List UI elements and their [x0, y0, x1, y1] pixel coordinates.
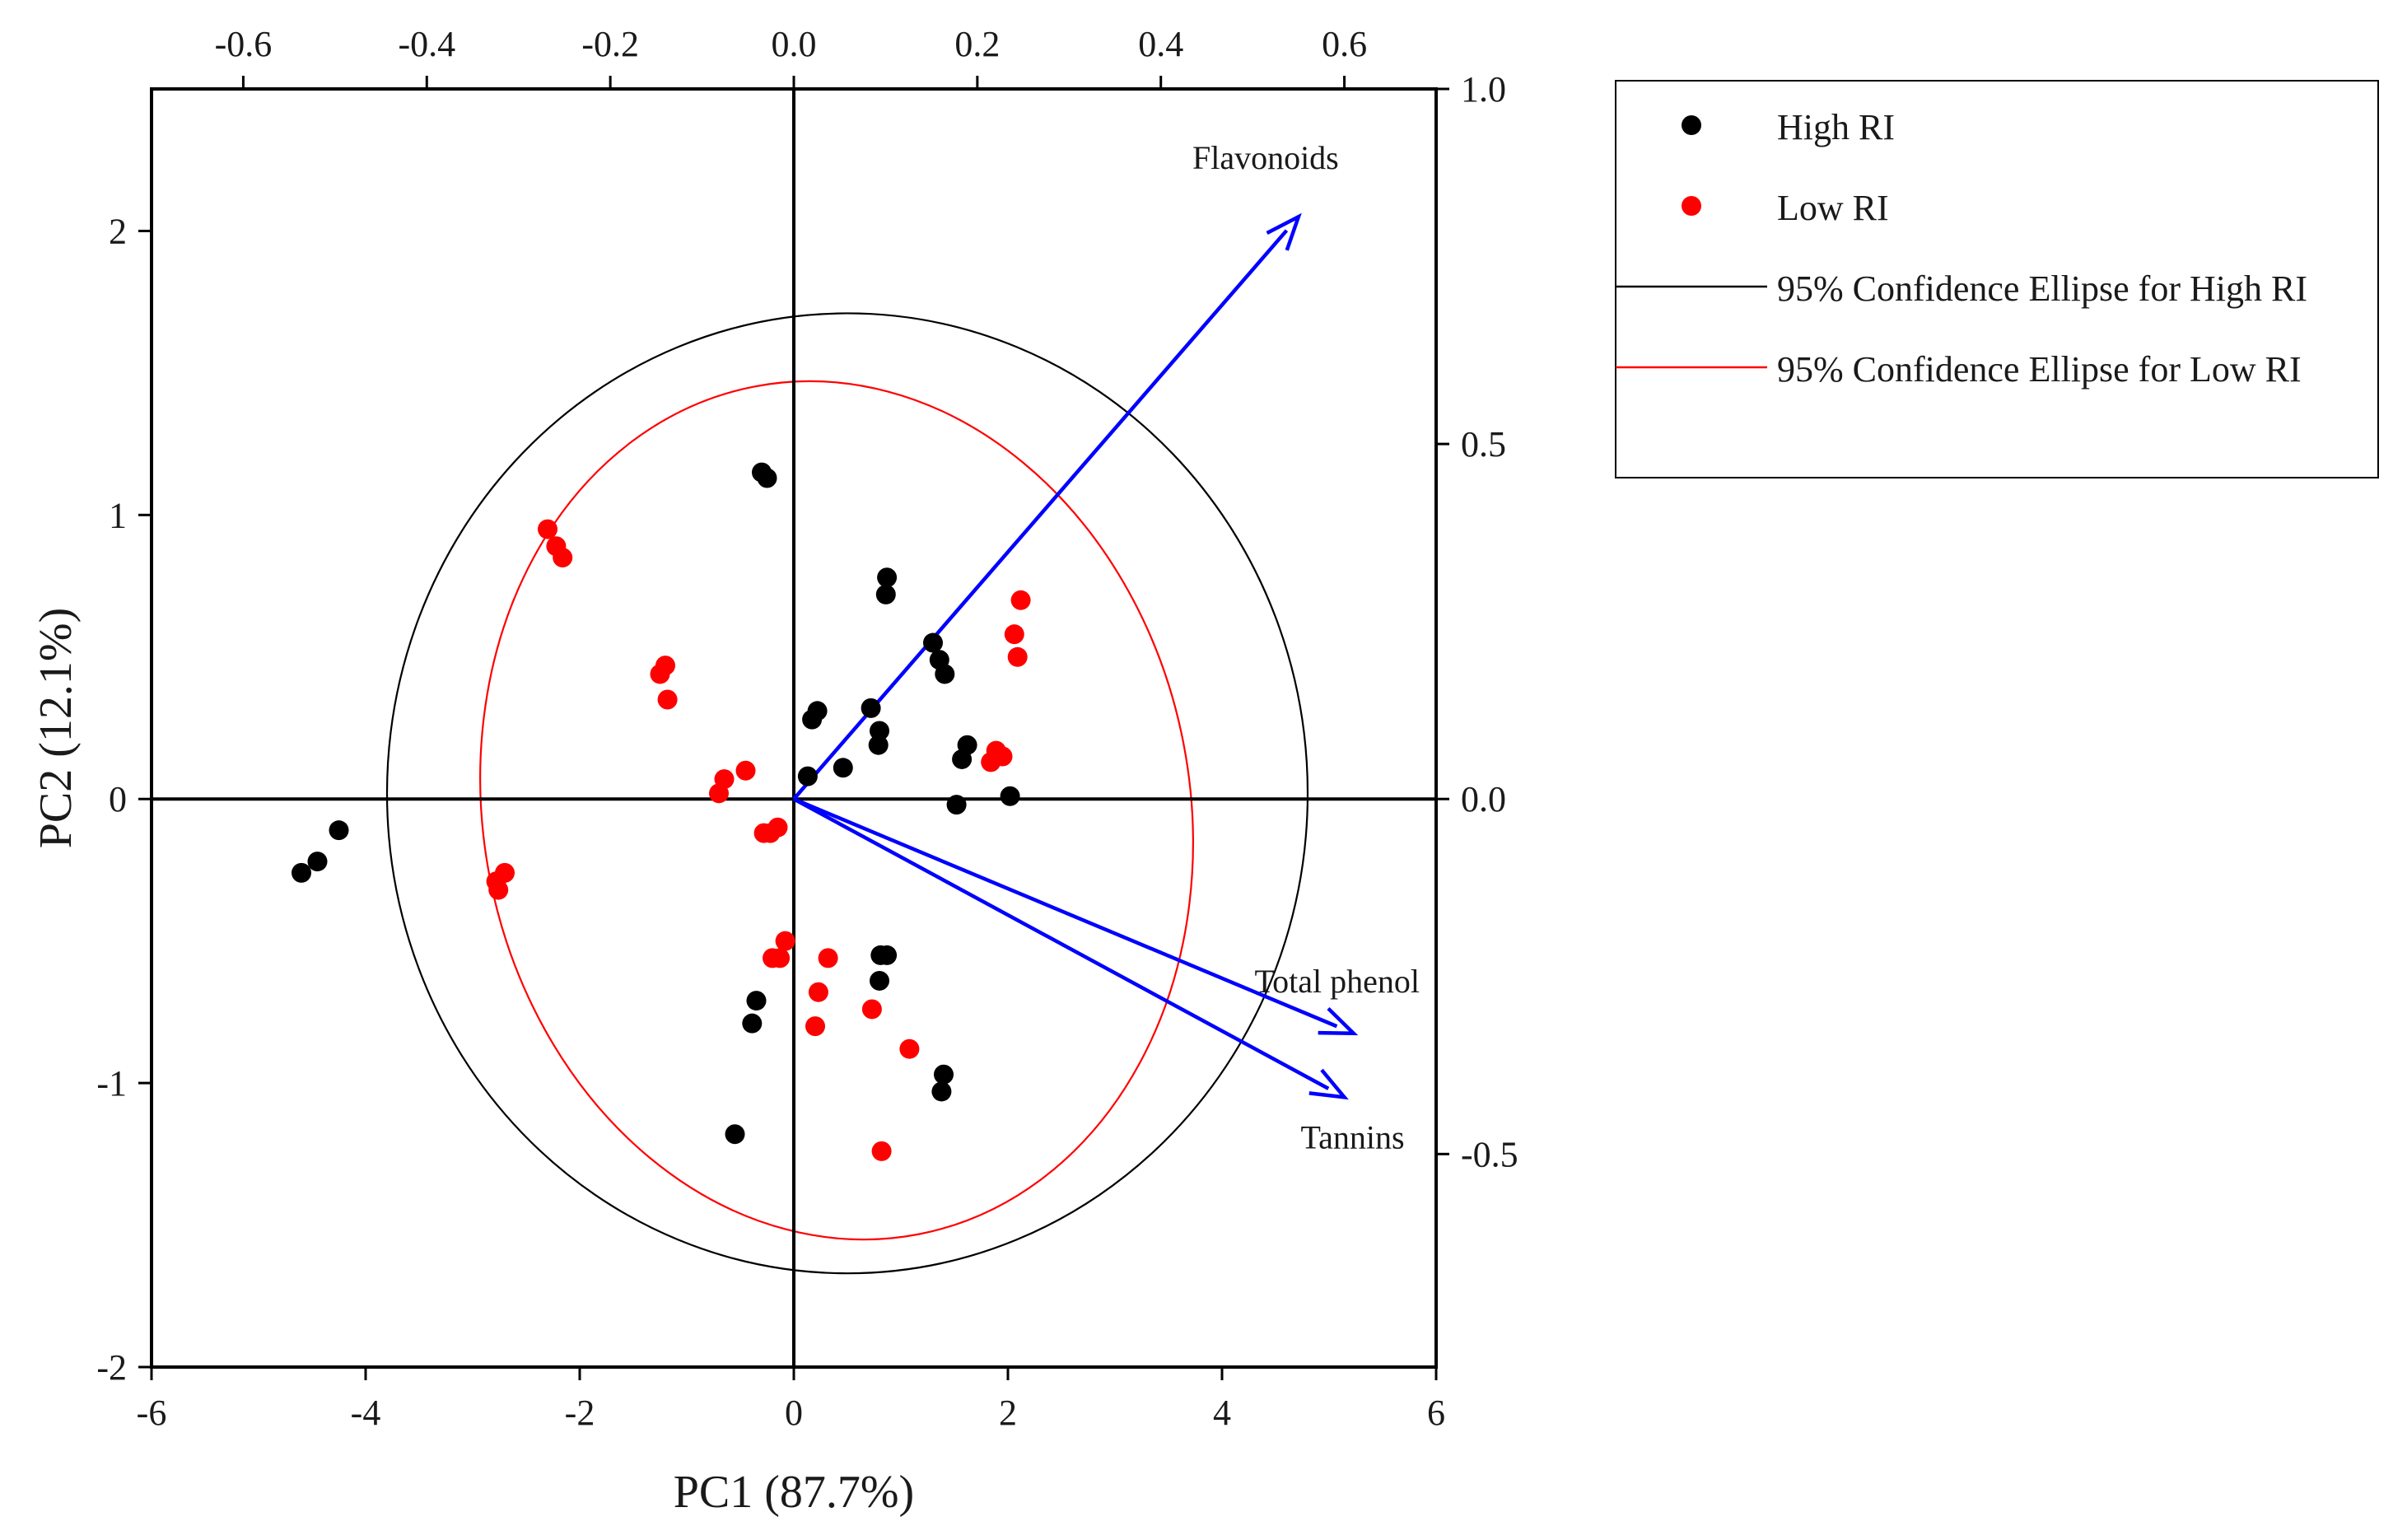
ellipse-low-ri [479, 380, 1194, 1241]
x-tick-label: 2 [999, 1393, 1017, 1433]
legend-marker [1682, 196, 1701, 216]
right-tick-label: 0.0 [1461, 779, 1506, 819]
top-tick-label: 0.2 [954, 24, 1000, 64]
high-ri-point [877, 567, 898, 588]
high-ri-point [868, 735, 889, 755]
legend-label: 95% Confidence Ellipse for Low RI [1777, 349, 2302, 390]
high-ri-point [875, 584, 896, 604]
high-ri-point [1000, 786, 1020, 806]
loading-arrowhead [1266, 212, 1302, 251]
low-ri-point [899, 1038, 920, 1059]
low-ri-point [808, 982, 828, 1002]
high-ri-point [931, 1081, 952, 1102]
low-ri-point [861, 999, 882, 1020]
top-tick-label: -0.4 [398, 24, 455, 64]
loading-label: Tannins [1301, 1118, 1405, 1155]
high-ri-point [934, 1064, 954, 1085]
loading-arrowhead [1308, 1068, 1349, 1100]
legend-label: High RI [1777, 107, 1895, 147]
low-ri-point [709, 783, 729, 804]
low-ri-point [871, 1141, 892, 1161]
low-ri-point [657, 689, 678, 710]
high-ri-point [757, 468, 777, 488]
axis-ticks: -6 -4 -2 0 2 4 6 -2 -1 0 1 2 -0.6 -0.4 -0.2 0.0 0.2 0.4 0.… [96, 24, 1518, 1433]
low-ri-point [1010, 590, 1031, 610]
x-tick-label: -2 [565, 1393, 595, 1433]
top-tick-label: 0.4 [1138, 24, 1183, 64]
low-ri-point [992, 746, 1013, 767]
high-ri-point [870, 970, 889, 991]
y-tick-label: 2 [109, 211, 127, 251]
high-ri-point [952, 749, 973, 769]
legend-box [1615, 80, 2379, 478]
loading-vector [793, 797, 1338, 1029]
top-tick-label: -0.2 [581, 24, 639, 64]
ellipse-high-ri [385, 312, 1309, 1275]
high-ri-point [307, 852, 328, 872]
legend-label: Low RI [1777, 188, 1889, 228]
high-ri-point [923, 632, 943, 653]
high-ri-point [725, 1124, 745, 1145]
loading-vectors: Flavonoids Total phenol Tannins [792, 139, 1420, 1155]
y-tick-label: -1 [96, 1063, 127, 1104]
x-tick-label: -4 [351, 1393, 381, 1433]
top-tick-label: 0.0 [772, 24, 817, 64]
top-tick-label: -0.6 [215, 24, 273, 64]
high-ri-point [946, 795, 967, 815]
low-ri-point [1007, 646, 1028, 667]
score-points [292, 462, 1031, 1161]
low-ri-point [763, 948, 782, 968]
high-ri-point [861, 698, 881, 718]
low-ri-point [818, 948, 838, 968]
high-ri-point [935, 664, 955, 684]
low-ri-point [538, 519, 557, 539]
high-ri-point [833, 758, 853, 778]
loading-label: Flavonoids [1192, 139, 1339, 176]
loading-label: Total phenol [1254, 963, 1420, 1000]
confidence-ellipses [385, 312, 1309, 1275]
right-tick-label: 1.0 [1461, 69, 1506, 110]
x-tick-label: -6 [137, 1393, 167, 1433]
y-tick-label: 0 [109, 779, 127, 819]
high-ri-point [870, 721, 889, 741]
high-ri-point [802, 709, 823, 730]
legend: High RI Low RI 95% Confidence Ellipse for … [1615, 80, 2379, 478]
legend-marker [1682, 115, 1701, 135]
loading-arrowhead [1318, 1006, 1359, 1036]
x-tick-label: 6 [1427, 1393, 1445, 1433]
low-ri-point [775, 931, 795, 951]
top-tick-label: 0.6 [1322, 24, 1367, 64]
loading-vector [792, 797, 1330, 1090]
high-ri-point [329, 820, 349, 841]
x-axis-title: PC1 (87.7%) [674, 1467, 914, 1518]
low-ri-point [1004, 624, 1024, 645]
high-ri-point [877, 945, 898, 965]
x-tick-label: 0 [785, 1393, 803, 1433]
high-ri-point [292, 862, 311, 883]
low-ri-point [805, 1016, 825, 1037]
y-tick-label: -2 [96, 1347, 127, 1388]
high-ri-point [742, 1013, 763, 1034]
y-axis-title: PC2 (12.1%) [30, 608, 82, 848]
y-tick-label: 1 [109, 495, 127, 535]
low-ri-point [553, 548, 573, 568]
high-ri-point [746, 991, 767, 1011]
right-tick-label: 0.5 [1461, 424, 1506, 464]
right-tick-label: -0.5 [1461, 1134, 1518, 1174]
high-ri-point [797, 766, 818, 786]
low-ri-point [735, 760, 756, 781]
x-tick-label: 4 [1213, 1393, 1231, 1433]
legend-label: 95% Confidence Ellipse for High RI [1777, 268, 2307, 309]
low-ri-point [650, 664, 670, 684]
low-ri-point [488, 880, 509, 900]
low-ri-point [767, 817, 788, 838]
